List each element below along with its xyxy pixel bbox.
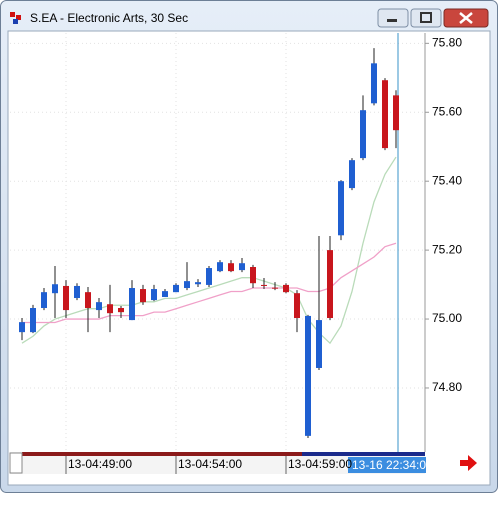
client-area — [7, 30, 491, 486]
candle-body — [129, 288, 135, 321]
candle-body — [261, 284, 267, 286]
candle-body — [52, 284, 58, 294]
candle-body — [151, 289, 157, 301]
y-tick-label: 75.20 — [432, 242, 462, 256]
corner-box — [9, 452, 23, 474]
time-range-bar — [22, 452, 302, 456]
close-button[interactable] — [443, 8, 489, 28]
scroll-arrow[interactable] — [460, 455, 477, 471]
candle-body — [30, 308, 36, 333]
candle-body — [382, 80, 388, 149]
candle-body — [294, 293, 300, 319]
candle-body — [228, 263, 234, 272]
window-title: S.EA - Electronic Arts, 30 Sec — [30, 11, 188, 25]
candle-body — [85, 292, 91, 309]
restore-button[interactable] — [410, 8, 442, 28]
candle-body — [338, 181, 344, 236]
candle-body — [217, 262, 223, 272]
time-range-bar-current — [302, 452, 425, 456]
candle-body — [162, 291, 168, 297]
candle-body — [118, 308, 124, 313]
moving-average-line — [22, 242, 397, 324]
candle-body — [19, 322, 25, 333]
time-axis — [10, 452, 425, 474]
cursor-label-box — [348, 457, 426, 473]
x-tick-label: 13-04:54:00 — [178, 457, 242, 471]
y-tick-label: 74.80 — [432, 380, 462, 394]
x-tick-label: 13-04:49:00 — [68, 457, 132, 471]
candle-body — [327, 250, 333, 319]
candle-body — [107, 304, 113, 314]
candle-body — [140, 289, 146, 303]
y-tick-label: 75.60 — [432, 104, 462, 118]
candle-body — [41, 292, 47, 309]
y-tick-label: 75.00 — [432, 311, 462, 325]
candle-body — [63, 285, 69, 311]
candle-body — [360, 110, 366, 159]
cursor-label: 5-13-16 22:34:00 — [341, 458, 433, 472]
candle-body — [349, 160, 355, 189]
y-tick-label: 75.40 — [432, 173, 462, 187]
app-icon — [10, 12, 21, 24]
candle-body — [250, 267, 256, 284]
x-tick-label: 13-04:59:00 — [288, 457, 352, 471]
moving-average-line — [21, 156, 397, 345]
candle-body — [206, 268, 212, 285]
candle-body — [184, 281, 190, 289]
candle-body — [173, 284, 179, 293]
candle-body — [272, 287, 278, 289]
candle-body — [195, 282, 201, 285]
candle-body — [371, 63, 377, 104]
candle-body — [74, 285, 80, 299]
candle-body — [239, 263, 245, 271]
candle-body — [316, 320, 322, 368]
candle-body — [305, 315, 311, 436]
candle-body — [393, 95, 399, 131]
candle-body — [283, 284, 289, 293]
y-tick-label: 75.80 — [432, 36, 462, 50]
minimize-button[interactable] — [377, 8, 409, 28]
candle-body — [96, 302, 102, 311]
